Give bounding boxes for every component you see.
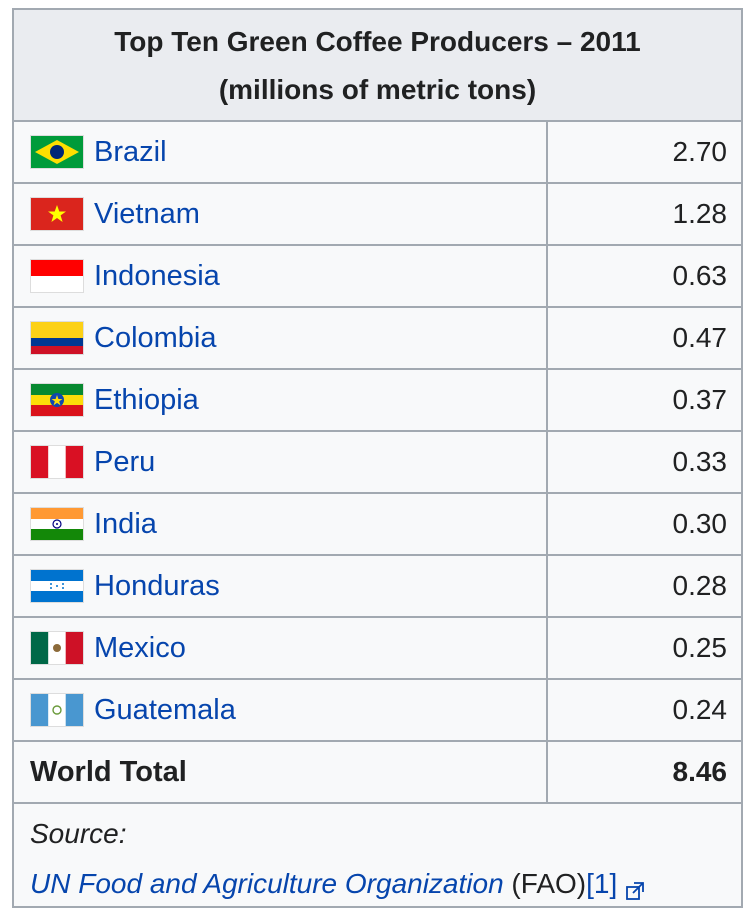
table-row: Honduras 0.28: [14, 556, 741, 618]
country-cell: Honduras: [14, 556, 548, 616]
indonesia-flag-icon: [30, 259, 84, 293]
country-cell: India: [14, 494, 548, 554]
country-link[interactable]: Colombia: [94, 321, 217, 354]
country-cell: Colombia: [14, 308, 548, 368]
value-cell: 0.47: [672, 322, 728, 353]
colombia-flag-icon: [30, 321, 84, 355]
country-link[interactable]: Guatemala: [94, 693, 236, 726]
value-cell: 0.63: [672, 260, 728, 291]
table-row: Colombia 0.47: [14, 308, 741, 370]
country-link[interactable]: Indonesia: [94, 259, 220, 292]
guatemala-flag-icon: [30, 693, 84, 727]
table-row: Indonesia 0.63: [14, 246, 741, 308]
country-cell: Brazil: [14, 122, 548, 182]
table-row: Vietnam 1.28: [14, 184, 741, 246]
vietnam-flag-icon: [30, 197, 84, 231]
country-link[interactable]: Vietnam: [94, 197, 200, 230]
india-flag-icon: [30, 507, 84, 541]
country-link[interactable]: Honduras: [94, 569, 220, 602]
value-cell: 2.70: [672, 136, 728, 167]
value-cell: 1.28: [672, 198, 728, 229]
citation-link[interactable]: [1]: [586, 868, 618, 899]
ethiopia-flag-icon: [30, 383, 84, 417]
source-abbr: (FAO): [503, 868, 587, 899]
table-row: Peru 0.33: [14, 432, 741, 494]
table-title-line2: (millions of metric tons): [218, 74, 537, 105]
value-cell: 0.33: [672, 446, 728, 477]
value-cell: 0.30: [672, 508, 728, 539]
brazil-flag-icon: [30, 135, 84, 169]
country-link[interactable]: Peru: [94, 445, 156, 478]
honduras-flag-icon: [30, 569, 84, 603]
coffee-producers-table: Top Ten Green Coffee Producers – 2011 (m…: [12, 8, 743, 908]
country-cell: Mexico: [14, 618, 548, 678]
table-row: Mexico 0.25: [14, 618, 741, 680]
external-link-icon[interactable]: [625, 876, 645, 900]
table-title-line1: Top Ten Green Coffee Producers – 2011: [114, 26, 641, 57]
total-label: World Total: [30, 755, 187, 788]
country-cell: Peru: [14, 432, 548, 492]
value-cell: 0.25: [672, 632, 728, 663]
source-line: UN Food and Agriculture Organization (FA…: [30, 868, 645, 900]
table-title: Top Ten Green Coffee Producers – 2011 (m…: [14, 10, 741, 122]
country-link[interactable]: Ethiopia: [94, 383, 199, 416]
total-row: World Total 8.46: [14, 742, 741, 804]
value-cell: 0.37: [672, 384, 728, 415]
country-cell: Indonesia: [14, 246, 548, 306]
peru-flag-icon: [30, 445, 84, 479]
country-link[interactable]: Mexico: [94, 631, 186, 664]
country-cell: Guatemala: [14, 680, 548, 740]
source-cell: Source: UN Food and Agriculture Organiza…: [14, 802, 741, 906]
source-link[interactable]: UN Food and Agriculture Organization: [30, 868, 504, 899]
value-cell: 0.24: [672, 694, 728, 725]
table-row: Brazil 2.70: [14, 122, 741, 184]
table-row: Ethiopia 0.37: [14, 370, 741, 432]
country-cell: Vietnam: [14, 184, 548, 244]
country-cell: Ethiopia: [14, 370, 548, 430]
country-link[interactable]: India: [94, 507, 157, 540]
total-label-cell: World Total: [14, 742, 548, 802]
table-row: India 0.30: [14, 494, 741, 556]
source-label: Source:: [30, 818, 127, 849]
value-cell: 0.28: [672, 570, 728, 601]
total-value-cell: 8.46: [672, 756, 728, 787]
mexico-flag-icon: [30, 631, 84, 665]
table-row: Guatemala 0.24: [14, 680, 741, 742]
country-link[interactable]: Brazil: [94, 135, 167, 168]
